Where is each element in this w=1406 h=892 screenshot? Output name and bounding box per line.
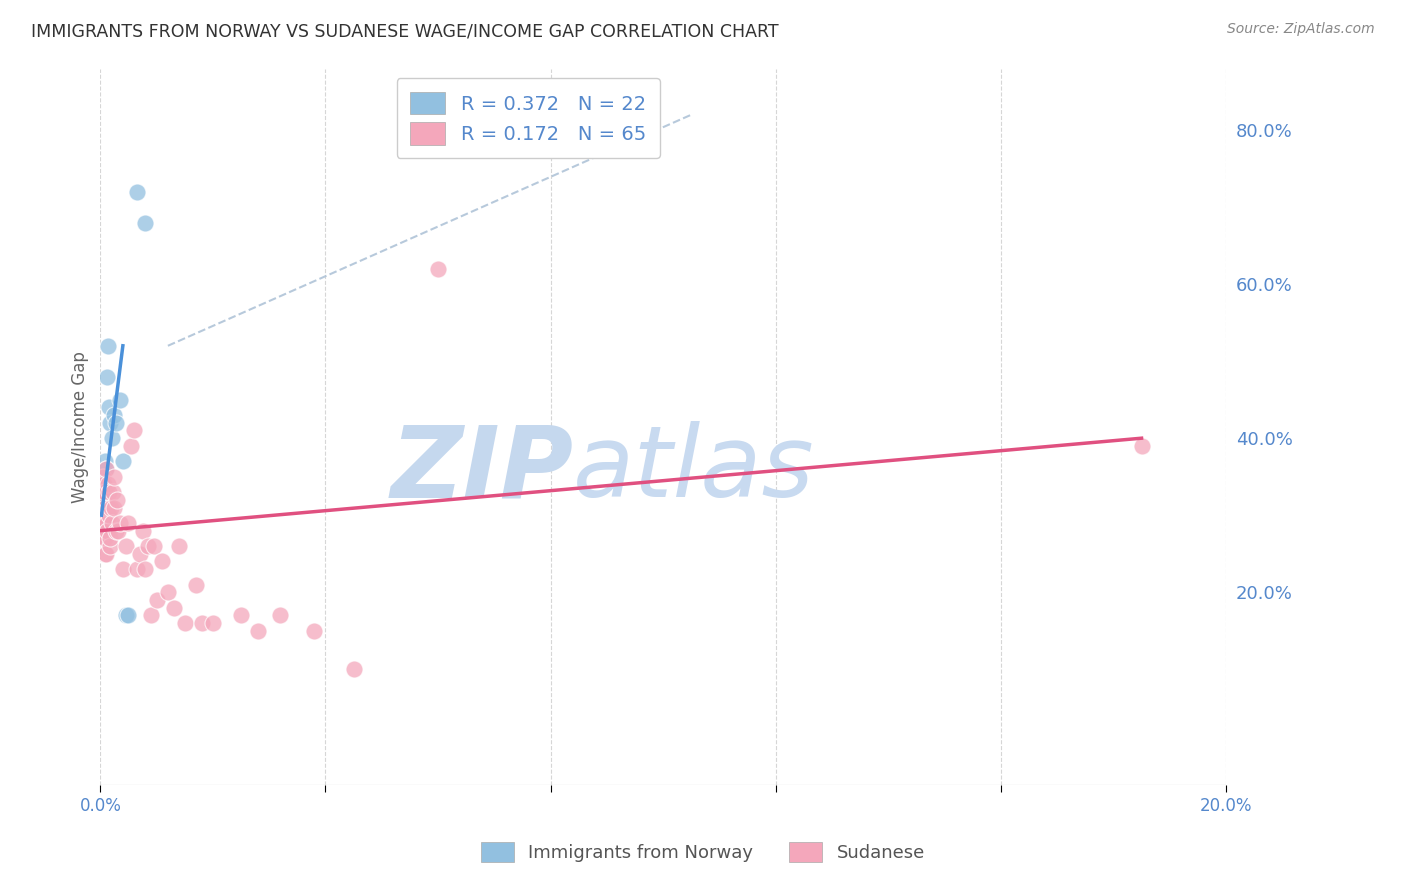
Point [229, 608, 252, 623]
Point [97, 339, 120, 353]
Point [94, 547, 117, 561]
Point [125, 185, 148, 199]
Point [93, 477, 115, 491]
Point [120, 439, 142, 453]
Point [302, 624, 325, 638]
Point [94, 485, 117, 500]
Point [156, 585, 179, 599]
Point [125, 562, 148, 576]
Point [142, 539, 165, 553]
Point [134, 215, 156, 229]
Point [103, 469, 125, 483]
Point [94, 462, 117, 476]
Point [111, 562, 134, 576]
Text: ZIP: ZIP [389, 421, 574, 518]
Point [343, 662, 366, 676]
Point [93, 462, 115, 476]
Point [150, 554, 173, 568]
Point [90, 500, 112, 515]
Point [139, 608, 162, 623]
Point [100, 500, 122, 515]
Point [91, 492, 114, 507]
Text: IMMIGRANTS FROM NORWAY VS SUDANESE WAGE/INCOME GAP CORRELATION CHART: IMMIGRANTS FROM NORWAY VS SUDANESE WAGE/… [31, 22, 779, 40]
Point [136, 539, 159, 553]
Point [90, 508, 112, 523]
Legend: Immigrants from Norway, Sudanese: Immigrants from Norway, Sudanese [474, 834, 932, 870]
Point [98, 539, 121, 553]
Point [91, 469, 114, 483]
Point [94, 500, 117, 515]
Point [91, 492, 114, 507]
Point [184, 577, 207, 591]
Point [97, 477, 120, 491]
Text: atlas: atlas [574, 421, 814, 518]
Point [91, 508, 114, 523]
Point [246, 624, 269, 638]
Point [91, 485, 114, 500]
Point [427, 261, 450, 276]
Legend: R = 0.372   N = 22, R = 0.172   N = 65: R = 0.372 N = 22, R = 0.172 N = 65 [396, 78, 659, 158]
Point [94, 454, 117, 468]
Point [201, 615, 224, 630]
Point [103, 408, 125, 422]
Point [173, 615, 195, 630]
Point [93, 500, 115, 515]
Text: Source: ZipAtlas.com: Source: ZipAtlas.com [1227, 22, 1375, 37]
Point [122, 424, 145, 438]
Point [105, 416, 128, 430]
Point [100, 431, 122, 445]
Point [97, 508, 120, 523]
Point [90, 477, 112, 491]
Point [1130, 439, 1153, 453]
Point [94, 531, 117, 545]
Point [96, 524, 118, 538]
Point [91, 469, 114, 483]
Point [91, 524, 114, 538]
Point [98, 401, 121, 415]
Point [100, 516, 122, 530]
Point [167, 539, 190, 553]
Point [108, 516, 131, 530]
Point [105, 492, 128, 507]
Point [93, 477, 115, 491]
Point [269, 608, 291, 623]
Point [93, 492, 115, 507]
Point [94, 485, 117, 500]
Point [93, 516, 115, 530]
Point [96, 516, 118, 530]
Point [117, 516, 139, 530]
Point [131, 524, 153, 538]
Point [134, 562, 156, 576]
Point [98, 485, 121, 500]
Point [104, 524, 127, 538]
Point [100, 531, 122, 545]
Point [91, 485, 114, 500]
Point [91, 531, 114, 545]
Y-axis label: Wage/Income Gap: Wage/Income Gap [72, 351, 89, 502]
Point [117, 608, 139, 623]
Point [162, 600, 184, 615]
Point [90, 516, 112, 530]
Point [97, 500, 120, 515]
Point [114, 608, 136, 623]
Point [101, 485, 124, 500]
Point [94, 547, 117, 561]
Point [108, 392, 131, 407]
Point [90, 477, 112, 491]
Point [128, 547, 150, 561]
Point [96, 369, 118, 384]
Point [190, 615, 212, 630]
Point [94, 462, 117, 476]
Point [103, 500, 125, 515]
Point [145, 593, 167, 607]
Point [114, 539, 136, 553]
Point [111, 454, 134, 468]
Point [107, 524, 129, 538]
Point [100, 416, 122, 430]
